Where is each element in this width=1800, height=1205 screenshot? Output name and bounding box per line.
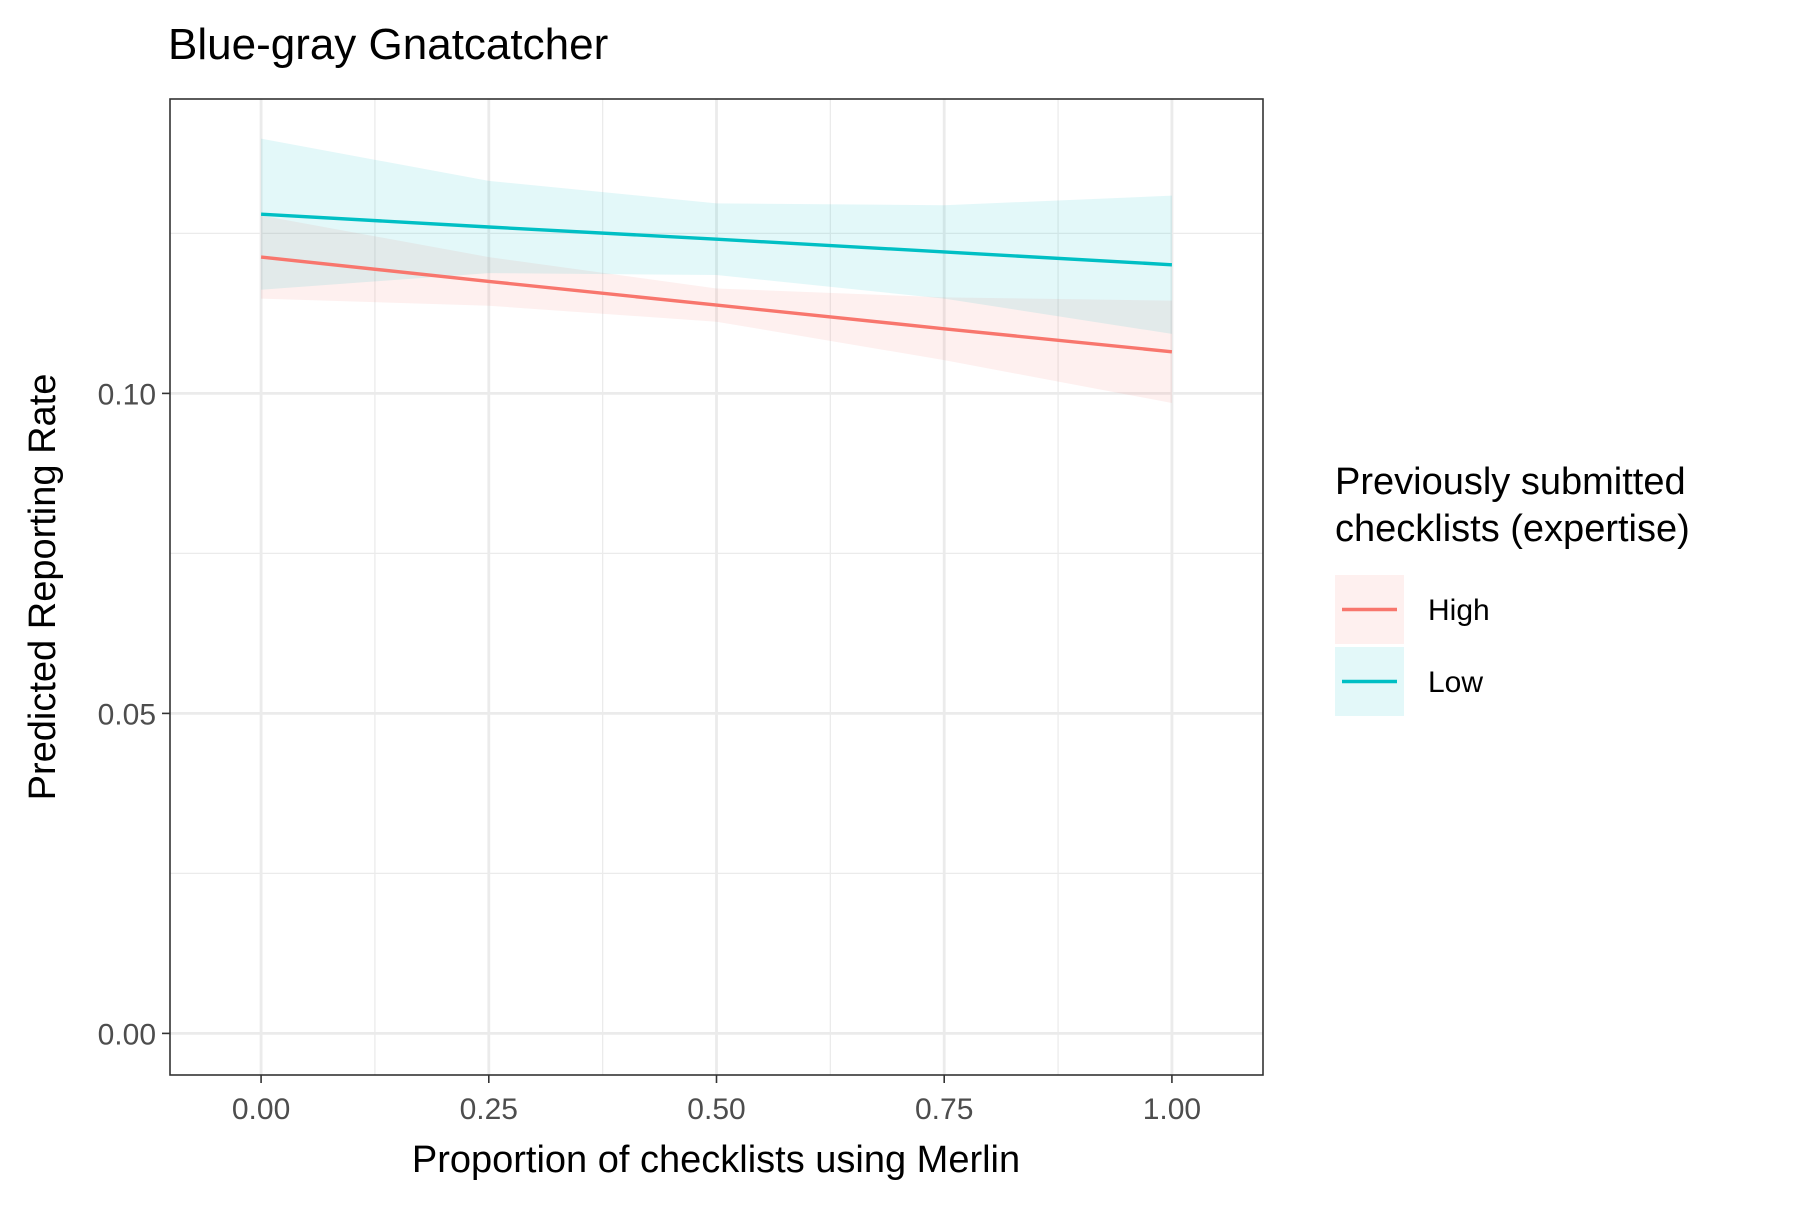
legend-title-line: checklists (expertise): [1335, 508, 1690, 550]
x-tick-label: 0.50: [687, 1093, 745, 1126]
confidence-ribbons: [261, 138, 1172, 403]
legend-label-low: Low: [1428, 666, 1483, 699]
legend: Previously submitted checklists (expertis…: [1335, 461, 1690, 716]
x-tick-label: 0.25: [460, 1093, 518, 1126]
y-tick-label: 0.05: [98, 698, 156, 731]
major-gridlines: [170, 99, 1263, 1075]
trend-lines: [260, 212, 1173, 354]
legend-label-high: High: [1428, 594, 1490, 627]
y-tick-label: 0.10: [98, 378, 156, 411]
line-high: [260, 255, 1173, 354]
ribbon-high: [261, 215, 1172, 403]
x-axis: 0.00 0.25 0.50 0.75 1.00: [232, 1075, 1201, 1126]
x-tick-label: 0.75: [915, 1093, 973, 1126]
legend-keys: High Low: [1335, 575, 1490, 716]
y-tick-label: 0.00: [98, 1018, 156, 1051]
legend-title-line: Previously submitted: [1335, 461, 1686, 503]
y-axis: 0.00 0.05 0.10: [98, 378, 170, 1051]
line-low: [260, 212, 1173, 267]
x-tick-label: 0.00: [232, 1093, 290, 1126]
x-axis-label: Proportion of checklists using Merlin: [412, 1139, 1020, 1181]
legend-title: Previously submitted checklists (expertis…: [1335, 461, 1690, 550]
ribbon-low: [261, 138, 1172, 334]
y-axis-label: Predicted Reporting Rate: [22, 374, 64, 801]
x-tick-label: 1.00: [1143, 1093, 1201, 1126]
chart-title: Blue-gray Gnatcatcher: [168, 20, 608, 69]
plot-panel: [169, 98, 1264, 1076]
